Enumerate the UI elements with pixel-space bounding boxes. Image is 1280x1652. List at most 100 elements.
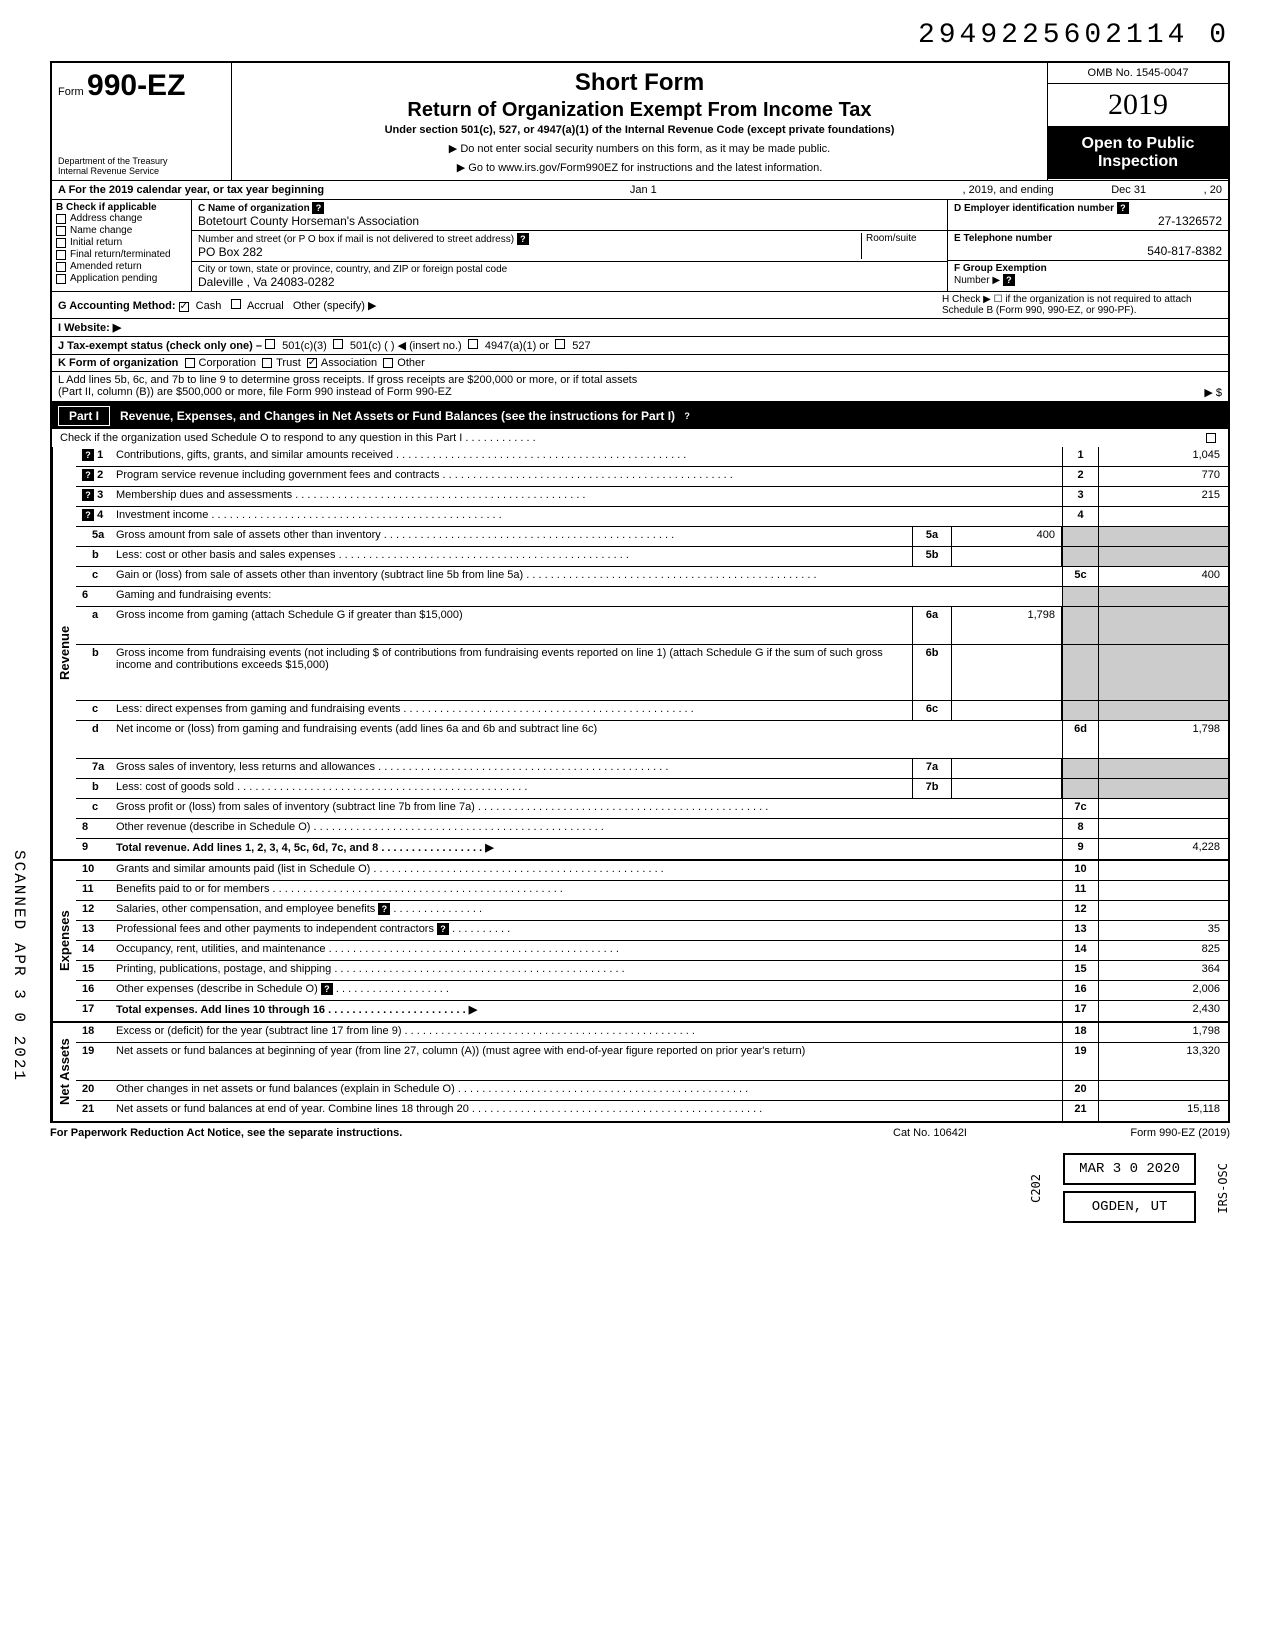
- help-icon[interactable]: ?: [321, 983, 333, 995]
- num-10: 10: [1062, 861, 1098, 880]
- mid-5a: 5a: [912, 527, 952, 546]
- num-19: 19: [1062, 1043, 1098, 1080]
- cb-initial-return[interactable]: [56, 238, 66, 248]
- open-public-1: Open to Public: [1052, 135, 1224, 153]
- cb-accrual[interactable]: [231, 299, 241, 309]
- stamp-ogden: OGDEN, UT: [1063, 1191, 1196, 1223]
- cb-cash[interactable]: [179, 302, 189, 312]
- footer: For Paperwork Reduction Act Notice, see …: [50, 1123, 1230, 1143]
- num-7a-shaded: [1062, 759, 1098, 778]
- title-return: Return of Organization Exempt From Incom…: [242, 99, 1037, 122]
- desc-11: Benefits paid to or for members: [112, 881, 1062, 900]
- ln-11: 11: [76, 881, 112, 900]
- cb-4947[interactable]: [468, 339, 478, 349]
- cb-assoc[interactable]: [307, 358, 317, 368]
- help-icon[interactable]: ?: [82, 449, 94, 461]
- cb-address-change[interactable]: [56, 214, 66, 224]
- desc-6: Gaming and fundraising events:: [112, 587, 1062, 606]
- footer-paperwork: For Paperwork Reduction Act Notice, see …: [50, 1127, 830, 1139]
- num-1: 1: [1062, 447, 1098, 466]
- cb-501c[interactable]: [333, 339, 343, 349]
- desc-10: Grants and similar amounts paid (list in…: [112, 861, 1062, 880]
- desc-7b: Less: cost of goods sold: [112, 779, 912, 798]
- ln-5a: 5a: [76, 527, 112, 546]
- cb-amended[interactable]: [56, 262, 66, 272]
- desc-15: Printing, publications, postage, and shi…: [112, 961, 1062, 980]
- instr-url: ▶ Go to www.irs.gov/Form990EZ for instru…: [242, 161, 1037, 174]
- scanned-stamp: SCANNED APR 3 0 2021: [10, 850, 28, 1082]
- desc-1: Contributions, gifts, grants, and simila…: [112, 447, 1062, 466]
- cb-501c3[interactable]: [265, 339, 275, 349]
- stamp-date: MAR 3 0 2020: [1063, 1153, 1196, 1185]
- revenue-section: Revenue ? 1Contributions, gifts, grants,…: [50, 447, 1230, 861]
- num-2: 2: [1062, 467, 1098, 486]
- col-f-label2: Number ▶: [954, 275, 1000, 286]
- lbl-501c3: 501(c)(3): [282, 340, 327, 352]
- num-20: 20: [1062, 1081, 1098, 1100]
- help-icon[interactable]: ?: [82, 469, 94, 481]
- cb-corp[interactable]: [185, 358, 195, 368]
- help-icon[interactable]: ?: [1003, 274, 1015, 286]
- desc-5a: Gross amount from sale of assets other t…: [112, 527, 912, 546]
- midval-7a: [952, 759, 1062, 778]
- part1-header: Part I Revenue, Expenses, and Changes in…: [50, 403, 1230, 429]
- ein: 27-1326572: [954, 214, 1222, 228]
- lbl-other-k: Other: [397, 357, 425, 369]
- num-4: 4: [1062, 507, 1098, 526]
- omb-number: OMB No. 1545-0047: [1048, 63, 1228, 84]
- cb-name-change[interactable]: [56, 226, 66, 236]
- help-icon[interactable]: ?: [681, 410, 693, 422]
- ln-6: 6: [76, 587, 112, 606]
- val-17: 2,430: [1098, 1001, 1228, 1021]
- lbl-trust: Trust: [276, 357, 301, 369]
- num-13: 13: [1062, 921, 1098, 940]
- lbl-4947: 4947(a)(1) or: [485, 340, 549, 352]
- room-label: Room/suite: [866, 233, 917, 244]
- help-icon[interactable]: ?: [378, 903, 390, 915]
- num-11: 11: [1062, 881, 1098, 900]
- form-header: Form 990-EZ Department of the Treasury I…: [50, 61, 1230, 180]
- val-7c: [1098, 799, 1228, 818]
- ln-10: 10: [76, 861, 112, 880]
- desc-7a: Gross sales of inventory, less returns a…: [112, 759, 912, 778]
- help-icon[interactable]: ?: [82, 489, 94, 501]
- cb-527[interactable]: [555, 339, 565, 349]
- footer-formref: Form 990-EZ (2019): [1030, 1127, 1230, 1139]
- expenses-label: Expenses: [52, 861, 76, 1021]
- num-16: 16: [1062, 981, 1098, 1000]
- desc-2: Program service revenue including govern…: [112, 467, 1062, 486]
- cb-schedule-o[interactable]: [1206, 433, 1216, 443]
- line-a-end: Dec 31: [1054, 184, 1204, 196]
- cb-app-pending[interactable]: [56, 274, 66, 284]
- ln-13: 13: [76, 921, 112, 940]
- desc-20: Other changes in net assets or fund bala…: [112, 1081, 1062, 1100]
- num-17: 17: [1062, 1001, 1098, 1021]
- cb-trust[interactable]: [262, 358, 272, 368]
- dept-treasury: Department of the Treasury: [58, 156, 168, 166]
- cb-final-return[interactable]: [56, 250, 66, 260]
- ln-1: 1: [97, 449, 103, 461]
- num-7b-shaded: [1062, 779, 1098, 798]
- val-6c-shaded: [1098, 701, 1228, 720]
- help-icon[interactable]: ?: [437, 923, 449, 935]
- help-icon[interactable]: ?: [312, 202, 324, 214]
- ln-6c: c: [76, 701, 112, 720]
- help-icon[interactable]: ?: [517, 233, 529, 245]
- val-19: 13,320: [1098, 1043, 1228, 1080]
- line-k: K Form of organization Corporation Trust…: [50, 354, 1230, 371]
- num-6a-shaded: [1062, 607, 1098, 644]
- val-6d: 1,798: [1098, 721, 1228, 758]
- num-9: 9: [1062, 839, 1098, 859]
- num-18: 18: [1062, 1023, 1098, 1042]
- open-public-2: Inspection: [1052, 153, 1224, 171]
- mid-7a: 7a: [912, 759, 952, 778]
- ln-14: 14: [76, 941, 112, 960]
- dept-irs: Internal Revenue Service: [58, 166, 168, 176]
- line-j-label: J Tax-exempt status (check only one) –: [58, 340, 262, 352]
- cb-other[interactable]: [383, 358, 393, 368]
- num-15: 15: [1062, 961, 1098, 980]
- help-icon[interactable]: ?: [82, 509, 94, 521]
- val-21: 15,118: [1098, 1101, 1228, 1121]
- help-icon[interactable]: ?: [1117, 202, 1129, 214]
- desc-17: Total expenses. Add lines 10 through 16 …: [112, 1001, 1062, 1021]
